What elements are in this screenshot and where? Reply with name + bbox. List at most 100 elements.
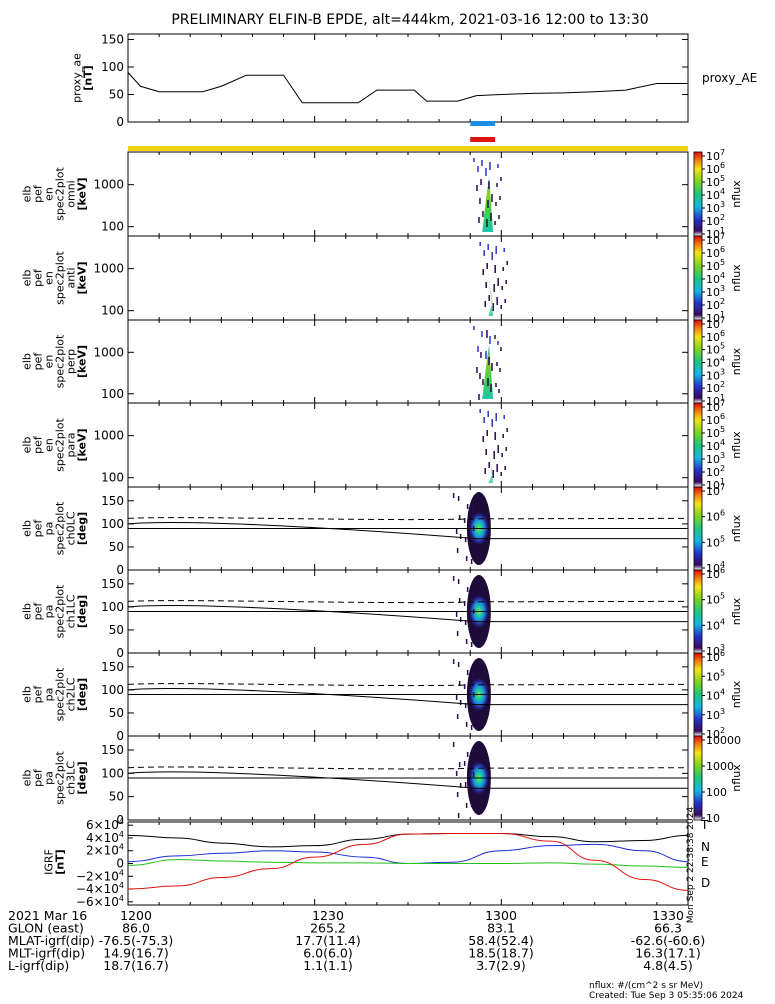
igrf-ylabel: [nT] <box>54 849 67 874</box>
orbit-indicator-bars <box>128 121 688 151</box>
en-anti-noise-speck <box>493 284 495 292</box>
pa-ch0-noise-speck <box>459 534 462 539</box>
created-note: Created: Tue Sep 3 05:35:06 2024 <box>589 991 744 1000</box>
pa-ch1-solid-lc <box>127 605 688 623</box>
footer-row-value: 1.1(1.1) <box>303 958 353 973</box>
pa-ch0-noise-speck <box>465 556 468 561</box>
footer-row-value: 3.7(2.9) <box>476 958 526 973</box>
pa-ch1-colorbar <box>693 569 703 654</box>
pa-ch3-noise-speck <box>465 803 468 808</box>
pa-ch3-colorbar <box>693 735 703 821</box>
en-para-noise-speck <box>505 447 507 451</box>
en-perp-noise-speck <box>485 351 487 359</box>
en-anti-ytick-label: 100 <box>101 304 124 318</box>
pa-ch2-dashed-lc <box>127 683 689 687</box>
en-anti-noise-speck <box>496 297 498 305</box>
en-omni-noise-speck <box>486 219 488 227</box>
pa-ch2-cbar-label: 105 <box>706 668 725 683</box>
en-omni-ylabel: spec2plot <box>54 167 67 221</box>
pa-ch1-ylabel: elb <box>21 603 34 620</box>
footer-row-value: 66.3 <box>654 921 682 936</box>
en-omni-cbar-title: nflux <box>730 180 743 208</box>
en-perp-noise-speck <box>486 330 488 338</box>
pa-ch1-cbar-label: 105 <box>706 592 725 607</box>
en-para-noise-speck <box>486 430 488 436</box>
en-anti-frame <box>127 235 689 321</box>
en-perp-ytick-label: 1000 <box>93 345 124 359</box>
footer-row-value: 18.5(18.7) <box>468 946 533 961</box>
igrf-ytick-label: −4×104 <box>76 881 124 896</box>
en-omni-noise-speck <box>497 164 499 168</box>
en-omni-noise-speck <box>477 166 479 172</box>
pa-ch2-noise-speck <box>466 670 469 675</box>
en-perp-noise-speck <box>487 378 489 386</box>
en-omni-noise-speck <box>473 158 475 162</box>
en-anti-noise-speck <box>503 248 505 252</box>
footer-row-value: 1300 <box>485 908 517 923</box>
en-perp-cbar-title: nflux <box>730 347 743 375</box>
pa-ch3-dashed-lc <box>127 766 689 770</box>
chart-title: PRELIMINARY ELFIN-B EPDE, alt=444km, 202… <box>171 12 648 28</box>
igrf-ytick-label: −6×104 <box>76 894 124 909</box>
pa-ch0-noise-speck <box>456 548 459 553</box>
pa-ch3-noise-speck <box>455 771 458 776</box>
en-perp-ylabel: pef <box>32 352 45 371</box>
en-para-noise-speck <box>506 428 508 432</box>
en-omni-noise-speck <box>491 194 493 202</box>
pa-ch3-ytick-label: 100 <box>101 766 124 780</box>
en-anti-ylabel: spec2plot <box>54 251 67 305</box>
pa-ch0-ylabel: spec2plot <box>54 501 67 555</box>
en-perp-noise-speck <box>477 346 479 352</box>
en-omni-ylabel: elb <box>21 186 34 203</box>
pa-ch1-ylabel: pef <box>32 602 45 621</box>
en-omni-noise-speck <box>481 160 483 166</box>
pa-ch1-noise-speck <box>470 642 473 647</box>
en-para-ylabel: pef <box>32 435 45 454</box>
pa-ch2-ylabel: ch2LC <box>65 677 78 711</box>
pa-ch1-noise-speck <box>455 612 458 617</box>
en-omni-noise-speck <box>495 202 497 206</box>
pa-ch2-cbar-label: 104 <box>706 688 725 703</box>
en-para-noise-speck <box>493 451 495 459</box>
pa-ch1-noise-speck <box>464 620 467 625</box>
pa-ch2-ytick-label: 50 <box>109 706 124 720</box>
pa-ch3-ylabel: ch3LC <box>65 761 78 795</box>
pa-ch1-noise-speck <box>452 576 455 581</box>
en-anti-noise-speck <box>488 295 490 301</box>
pa-ch2-ylabel: spec2plot <box>54 667 67 721</box>
en-perp-noise-speck <box>478 394 480 400</box>
igrf-ylabel: IGRF <box>43 849 56 875</box>
pa-ch1-cbar-title: nflux <box>730 597 743 625</box>
en-anti-noise-speck <box>500 305 502 309</box>
en-anti-noise-speck <box>505 280 507 284</box>
en-perp-panel: 1000100elbpefenspec2plotperp[keV]1071061… <box>21 316 744 408</box>
pa-ch1-noise-speck <box>466 587 469 592</box>
pa-ch1-cbar-label: 104 <box>706 617 725 632</box>
pa-ch0-noise-speck <box>464 537 467 542</box>
pa-ch2-noise-speck <box>455 695 458 700</box>
pa-ch3-noise-speck <box>458 762 461 767</box>
pa-ch1-noise-speck <box>465 639 468 644</box>
en-anti-ylabel: pef <box>32 268 45 287</box>
en-anti-cbar-title: nflux <box>730 264 743 292</box>
en-para-cbar-title: nflux <box>730 431 743 459</box>
en-omni-ylabel: en <box>43 187 56 201</box>
en-para-spectral-burst <box>488 453 494 483</box>
pa-ch0-noise-speck <box>473 545 476 550</box>
pa-ch1-ytick-label: 0 <box>116 646 124 660</box>
igrf-legend-e: E <box>701 855 709 869</box>
en-para-ytick-label: 100 <box>101 471 124 485</box>
en-para-noise-speck <box>488 462 490 468</box>
en-para-panel: 1000100elbpefenspec2plotpara[keV]1071061… <box>21 399 744 492</box>
en-omni-noise-speck <box>478 217 480 223</box>
pa-ch3-ytick-label: 150 <box>101 743 124 757</box>
pa-ch0-noise-speck <box>457 496 460 501</box>
en-anti-noise-speck <box>492 303 494 311</box>
pa-ch2-noise-speck <box>463 684 466 689</box>
en-omni-noise-speck <box>480 179 482 185</box>
en-perp-ylabel: spec2plot <box>54 334 67 388</box>
en-anti-noise-speck <box>483 250 485 256</box>
en-anti-noise-speck <box>495 246 497 254</box>
footer-row-label: 2021 Mar 16 <box>8 908 87 923</box>
